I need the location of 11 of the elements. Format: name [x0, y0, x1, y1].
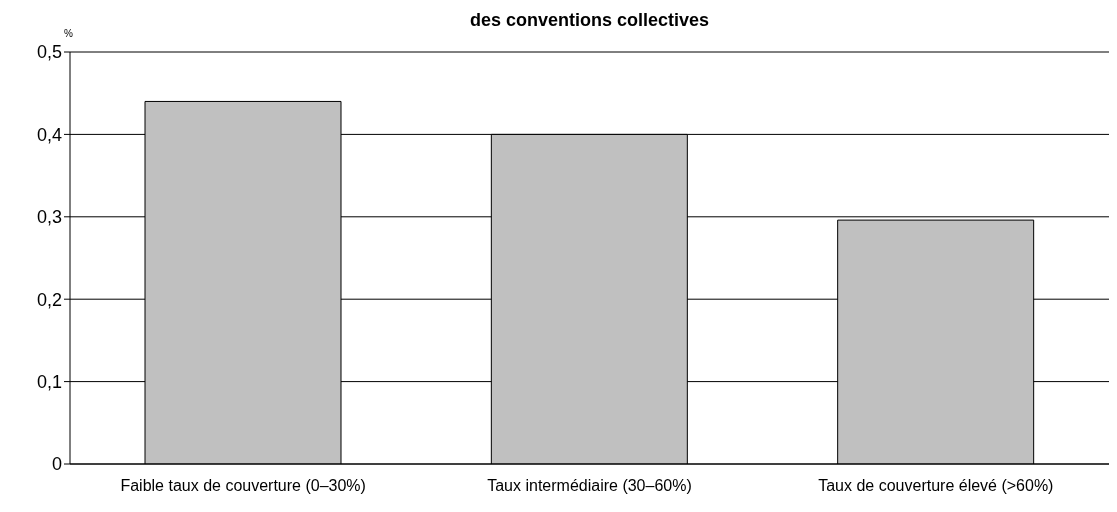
- y-axis-title: %: [64, 28, 73, 39]
- y-tick-label: 0,4: [36, 124, 62, 145]
- x-tick-label: Faible taux de couverture (0–30%): [120, 477, 366, 495]
- y-tick-label: 0,3: [36, 207, 62, 228]
- chart-title: des conventions collectives: [469, 10, 710, 30]
- y-tick-label: 0: [51, 454, 62, 475]
- y-tick-label: 0,2: [36, 289, 62, 310]
- y-tick-label: 0,5: [36, 42, 62, 63]
- x-tick-label: Taux intermédiaire (30–60%): [487, 477, 692, 495]
- x-tick-label: Taux de couverture élevé (>60%): [818, 477, 1054, 495]
- y-tick-label: 0,1: [36, 371, 62, 392]
